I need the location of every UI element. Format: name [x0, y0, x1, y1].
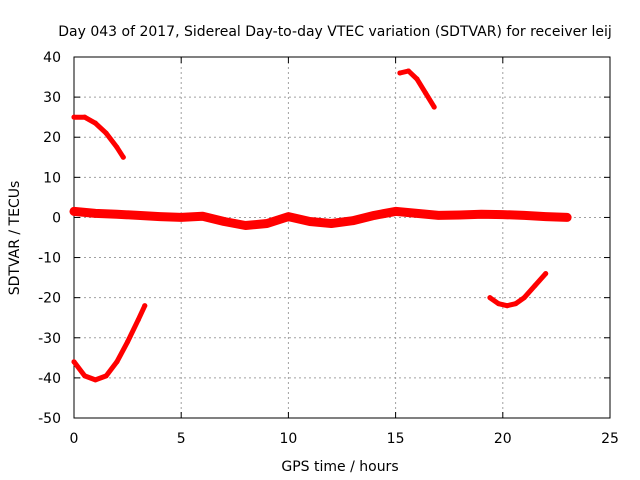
- x-tick-label: 25: [601, 431, 619, 447]
- plot-frame: [73, 56, 611, 419]
- data-point: [543, 271, 549, 277]
- data-point: [328, 220, 334, 226]
- data-point: [114, 211, 120, 217]
- data-point: [103, 373, 109, 379]
- data-point: [521, 212, 527, 218]
- data-point: [92, 210, 98, 216]
- x-tick-label: 5: [177, 431, 186, 447]
- y-tick-label: -50: [38, 411, 61, 427]
- series-arc-3: [397, 68, 437, 110]
- data-point: [487, 295, 493, 301]
- data-point: [135, 317, 141, 323]
- x-tick-label: 20: [494, 431, 512, 447]
- series-arc-2: [71, 303, 148, 383]
- data-point: [435, 212, 441, 218]
- axis-ticks: 0 5 10 15 20 25 40 30 20 10 0 -10 -20 -30 -40 -50: [38, 50, 619, 447]
- data-point: [564, 214, 570, 220]
- data-point: [114, 359, 120, 365]
- data-point: [307, 218, 313, 224]
- y-tick-label: -30: [38, 331, 61, 347]
- data-point: [414, 210, 420, 216]
- x-tick-label: 0: [70, 431, 79, 447]
- y-tick-label: 40: [43, 50, 61, 66]
- data-point: [393, 208, 399, 214]
- x-tick-label: 10: [279, 431, 297, 447]
- data-point: [71, 359, 77, 365]
- data-point: [120, 154, 126, 160]
- data-point: [82, 114, 88, 120]
- data-point: [82, 373, 88, 379]
- data-point: [264, 220, 270, 226]
- data-point: [371, 212, 377, 218]
- grid: [74, 57, 610, 418]
- data-point: [405, 68, 411, 74]
- data-point: [457, 212, 463, 218]
- data-point: [103, 130, 109, 136]
- y-tick-label: 20: [43, 130, 61, 146]
- chart-title: Day 043 of 2017, Sidereal Day-to-day VTE…: [58, 24, 612, 40]
- series-arc-near-zero: [69, 206, 572, 230]
- y-tick-label: -20: [38, 291, 61, 307]
- y-tick-label: 30: [43, 90, 61, 106]
- data-point: [125, 339, 131, 345]
- data-point: [521, 295, 527, 301]
- y-tick-label: -40: [38, 371, 61, 387]
- data-series: [69, 68, 572, 383]
- data-point: [397, 70, 403, 76]
- data-point: [513, 301, 519, 307]
- y-tick-label: 10: [43, 170, 61, 186]
- data-point: [285, 214, 291, 220]
- data-point: [431, 104, 437, 110]
- data-point: [500, 212, 506, 218]
- data-point: [504, 303, 510, 309]
- data-point: [221, 218, 227, 224]
- data-point: [135, 212, 141, 218]
- data-point: [532, 283, 538, 289]
- data-point: [157, 214, 163, 220]
- data-point: [178, 214, 184, 220]
- data-point: [423, 90, 429, 96]
- y-axis-label: SDTVAR / TECUs: [7, 181, 23, 296]
- series-arc-4: [487, 271, 549, 309]
- data-point: [142, 303, 148, 309]
- data-point: [71, 208, 77, 214]
- y-tick-label: 0: [52, 210, 61, 226]
- data-point: [71, 114, 77, 120]
- data-point: [243, 222, 249, 228]
- x-axis-label: GPS time / hours: [281, 459, 398, 475]
- data-point: [478, 211, 484, 217]
- data-point: [350, 218, 356, 224]
- data-point: [543, 214, 549, 220]
- data-point: [92, 377, 98, 383]
- data-point: [92, 120, 98, 126]
- y-tick-label: -10: [38, 251, 61, 267]
- data-point: [114, 144, 120, 150]
- data-point: [414, 76, 420, 82]
- data-point: [200, 213, 206, 219]
- data-point: [496, 301, 502, 307]
- x-tick-label: 15: [387, 431, 405, 447]
